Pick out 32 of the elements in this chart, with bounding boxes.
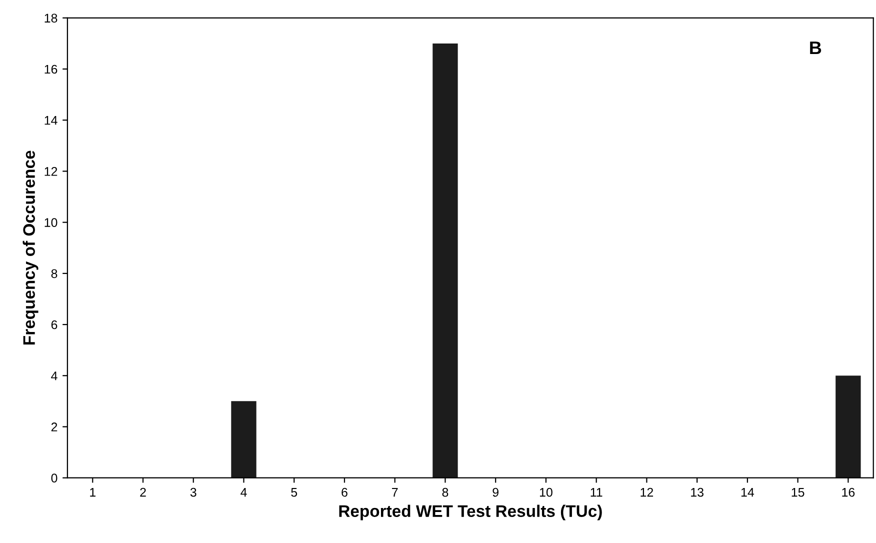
x-tick-label: 8 (442, 488, 448, 497)
x-tick-label: 6 (342, 488, 348, 497)
x-tick-label: 14 (741, 488, 754, 497)
x-axis-title: Reported WET Test Results (TUc) (339, 504, 602, 520)
y-tick-label: 4 (51, 372, 58, 380)
x-tick-label: 10 (540, 488, 552, 497)
x-tick-label: 13 (691, 488, 704, 497)
y-tick-label: 16 (44, 64, 58, 74)
y-tick-label: 2 (51, 422, 58, 432)
y-tick-label: 12 (44, 167, 58, 176)
x-tick-label: 11 (590, 488, 602, 497)
x-tick-label: 16 (842, 488, 855, 497)
x-tick-label: 2 (140, 488, 146, 497)
x-tick-label: 7 (392, 488, 398, 497)
x-tick-label: 5 (291, 488, 298, 497)
y-tick-label: 10 (44, 218, 58, 227)
x-tick-label: 3 (190, 488, 196, 497)
y-tick-label: 14 (44, 116, 58, 125)
bar (231, 401, 256, 478)
x-tick-label: 4 (240, 488, 247, 497)
annotation: B (810, 42, 822, 54)
x-tick-label: 9 (492, 488, 498, 497)
y-tick-label: 8 (51, 269, 58, 278)
bar (836, 376, 861, 478)
x-tick-label: 1 (90, 488, 96, 497)
y-axis-title: Frequency of Occurence (22, 150, 38, 344)
y-tick-label: 0 (51, 474, 58, 482)
y-tick-label: 6 (51, 320, 58, 330)
bar (432, 43, 458, 478)
y-tick-label: 18 (44, 14, 58, 23)
x-tick-label: 15 (792, 488, 804, 497)
x-tick-label: 12 (640, 488, 654, 497)
